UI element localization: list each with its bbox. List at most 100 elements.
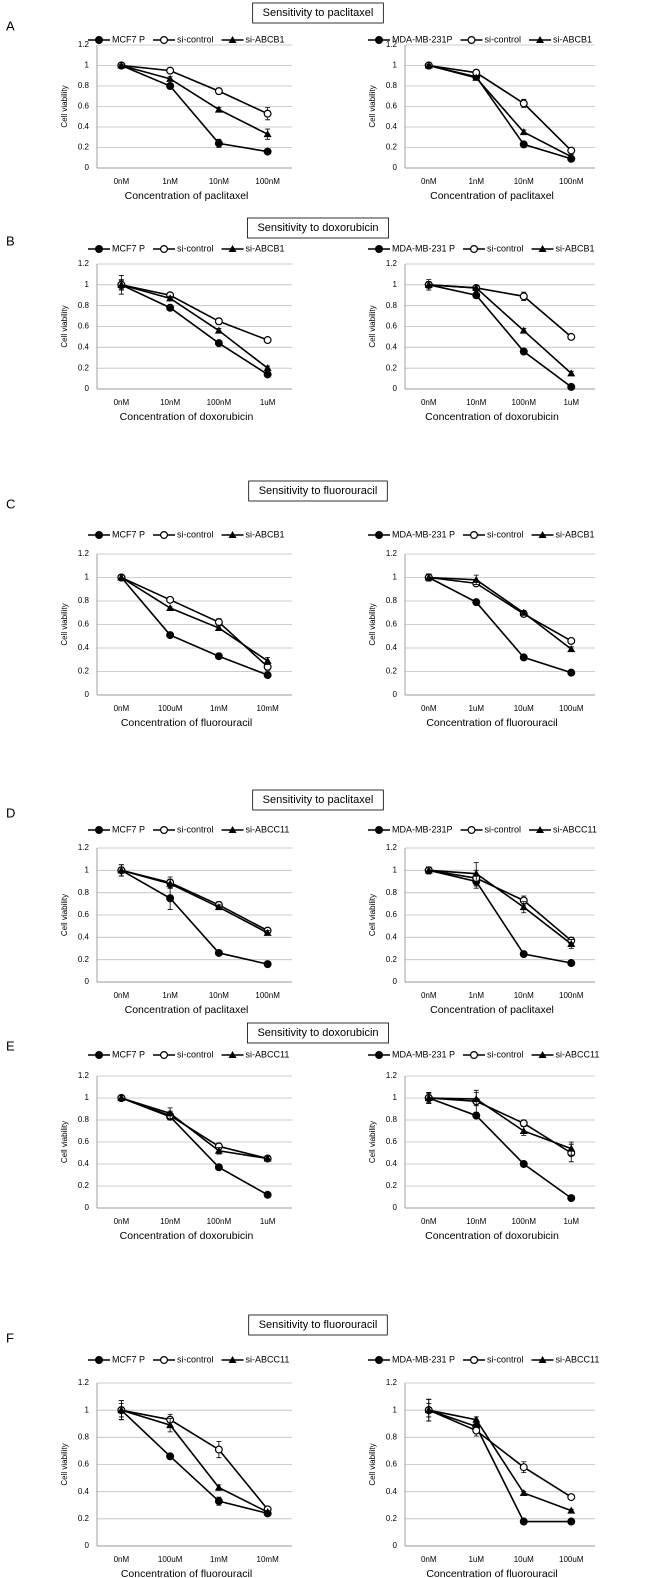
y-axis-label: Cell viability [60, 1121, 69, 1163]
panel-title: Sensitivity to paclitaxel [263, 794, 374, 806]
y-axis-label: Cell viability [368, 894, 377, 936]
x-tick-label: 1uM [563, 398, 579, 407]
marker [472, 73, 481, 81]
marker [214, 1146, 223, 1154]
series-line [121, 64, 268, 153]
y-tick-label: 0.8 [78, 1432, 90, 1441]
y-tick-label: 0.2 [386, 143, 398, 152]
y-axis-label: Cell viability [60, 603, 69, 645]
marker [567, 668, 576, 677]
y-tick-label: 0.6 [386, 620, 398, 629]
x-tick-label: 0nM [421, 1217, 437, 1226]
marker [94, 245, 103, 254]
series-line [428, 576, 572, 674]
x-tick-label: 0nM [114, 177, 130, 186]
marker [94, 35, 103, 44]
marker [519, 1517, 528, 1526]
marker [166, 303, 175, 312]
series-line [428, 576, 572, 642]
marker [424, 573, 433, 581]
panel-title: Sensitivity to doxorubicin [257, 222, 378, 234]
marker [166, 1421, 175, 1429]
marker [214, 87, 223, 96]
y-tick-label: 1.2 [386, 1071, 398, 1080]
marker [567, 1493, 576, 1502]
marker [424, 280, 433, 288]
marker [519, 1119, 528, 1128]
marker [160, 35, 169, 44]
series-line [428, 1097, 572, 1150]
marker [263, 130, 272, 138]
y-axis-label: Cell viability [368, 85, 377, 127]
y-tick-label: 0 [85, 384, 90, 393]
marker [519, 347, 528, 356]
marker [519, 99, 528, 108]
series-line [121, 64, 268, 115]
x-tick-label: 10nM [160, 1217, 180, 1226]
x-tick-label: 10nM [514, 177, 534, 186]
y-tick-label: 0 [85, 1541, 90, 1550]
marker [536, 36, 545, 43]
y-tick-label: 1 [85, 280, 90, 289]
title-box [248, 1314, 388, 1336]
x-axis-label: Concentration of paclitaxel [430, 1004, 554, 1016]
marker [94, 1355, 103, 1364]
y-tick-label: 0.6 [78, 910, 90, 919]
x-tick-label: 10nM [466, 398, 486, 407]
marker [214, 624, 223, 632]
series-line [428, 869, 572, 945]
y-tick-label: 0.4 [78, 643, 90, 652]
marker [117, 280, 126, 288]
marker [214, 139, 223, 148]
x-tick-label: 10uM [514, 704, 534, 713]
marker [519, 653, 528, 662]
panel-title: Sensitivity to fluorouracil [259, 485, 378, 497]
marker [519, 1127, 528, 1134]
y-tick-label: 1 [393, 865, 398, 874]
marker [166, 1452, 175, 1461]
y-tick-label: 0.4 [386, 932, 398, 941]
marker [567, 940, 576, 948]
legend-label: si-control [177, 529, 214, 539]
x-axis-label: Concentration of fluorouracil [121, 717, 252, 729]
x-tick-label: 10nM [209, 991, 229, 1000]
marker [519, 1489, 528, 1497]
marker [375, 245, 384, 254]
marker [375, 1355, 384, 1364]
marker [375, 825, 384, 834]
marker [519, 140, 528, 149]
marker [166, 879, 175, 887]
legend-label: si-control [487, 1354, 524, 1364]
y-tick-label: 0.8 [386, 1115, 398, 1124]
y-tick-label: 0.4 [386, 1487, 398, 1496]
y-tick-label: 0.8 [386, 81, 398, 90]
series-line [428, 1409, 572, 1498]
y-tick-label: 1 [393, 1093, 398, 1102]
x-axis-label: Concentration of fluorouracil [426, 1568, 557, 1578]
x-tick-label: 0nM [114, 991, 130, 1000]
marker [519, 1463, 528, 1472]
marker [94, 530, 103, 539]
series-line [121, 284, 269, 369]
marker [375, 35, 384, 44]
x-tick-label: 10uM [514, 1555, 534, 1564]
marker [538, 1356, 547, 1363]
legend-label: si-ABCB1 [246, 243, 285, 253]
x-tick-label: 10nM [466, 1217, 486, 1226]
marker [424, 1094, 433, 1101]
x-tick-label: 1mM [210, 704, 228, 713]
x-tick-label: 0nM [114, 704, 130, 713]
y-axis-label: Cell viability [368, 1443, 377, 1485]
legend-label: MDA-MB-231P [392, 34, 453, 44]
legend-label: MDA-MB-231 P [392, 243, 455, 253]
marker [567, 1194, 576, 1203]
y-tick-label: 0.8 [78, 81, 90, 90]
marker [263, 928, 272, 936]
series-line [120, 576, 269, 662]
marker [263, 1154, 272, 1162]
y-tick-label: 0.8 [386, 301, 398, 310]
y-tick-label: 1.2 [78, 1378, 90, 1387]
series-line [121, 1097, 269, 1196]
x-tick-label: 100nM [255, 177, 280, 186]
legend-label: si-control [177, 1049, 214, 1059]
